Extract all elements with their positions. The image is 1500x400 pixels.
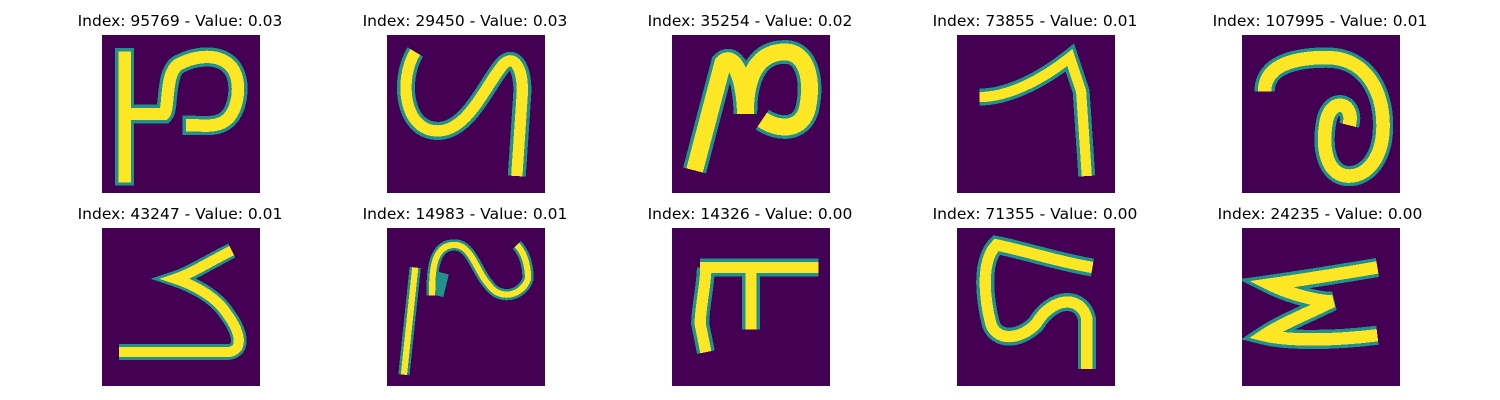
digit-image <box>1242 228 1400 386</box>
sample-panel: Index: 95769 - Value: 0.03 <box>30 12 330 202</box>
sample-panel: Index: 24235 - Value: 0.00 <box>1170 205 1470 395</box>
panel-title: Index: 95769 - Value: 0.03 <box>77 12 283 30</box>
panel-title: Index: 24235 - Value: 0.00 <box>1217 205 1423 223</box>
sample-panel: Index: 14326 - Value: 0.00 <box>600 205 900 395</box>
sample-panel: Index: 71355 - Value: 0.00 <box>885 205 1185 395</box>
digit-image <box>957 228 1115 386</box>
panel-title: Index: 73855 - Value: 0.01 <box>932 12 1138 30</box>
digit-image <box>672 228 830 386</box>
digit-image <box>102 228 260 386</box>
digit-image <box>387 35 545 193</box>
panel-title: Index: 43247 - Value: 0.01 <box>77 205 283 223</box>
sample-panel: Index: 73855 - Value: 0.01 <box>885 12 1185 202</box>
sample-panel: Index: 29450 - Value: 0.03 <box>315 12 615 202</box>
digit-image <box>672 35 830 193</box>
panel-title: Index: 35254 - Value: 0.02 <box>647 12 853 30</box>
sample-panel: Index: 107995 - Value: 0.01 <box>1170 12 1470 202</box>
digit-image <box>957 35 1115 193</box>
panel-title: Index: 107995 - Value: 0.01 <box>1212 12 1428 30</box>
digit-image <box>102 35 260 193</box>
sample-panel: Index: 14983 - Value: 0.01 <box>315 205 615 395</box>
panel-title: Index: 14326 - Value: 0.00 <box>647 205 853 223</box>
panel-title: Index: 14983 - Value: 0.01 <box>362 205 568 223</box>
digit-image <box>1242 35 1400 193</box>
panel-title: Index: 71355 - Value: 0.00 <box>932 205 1138 223</box>
sample-panel: Index: 43247 - Value: 0.01 <box>30 205 330 395</box>
digit-image <box>387 228 545 386</box>
panel-title: Index: 29450 - Value: 0.03 <box>362 12 568 30</box>
sample-panel: Index: 35254 - Value: 0.02 <box>600 12 900 202</box>
